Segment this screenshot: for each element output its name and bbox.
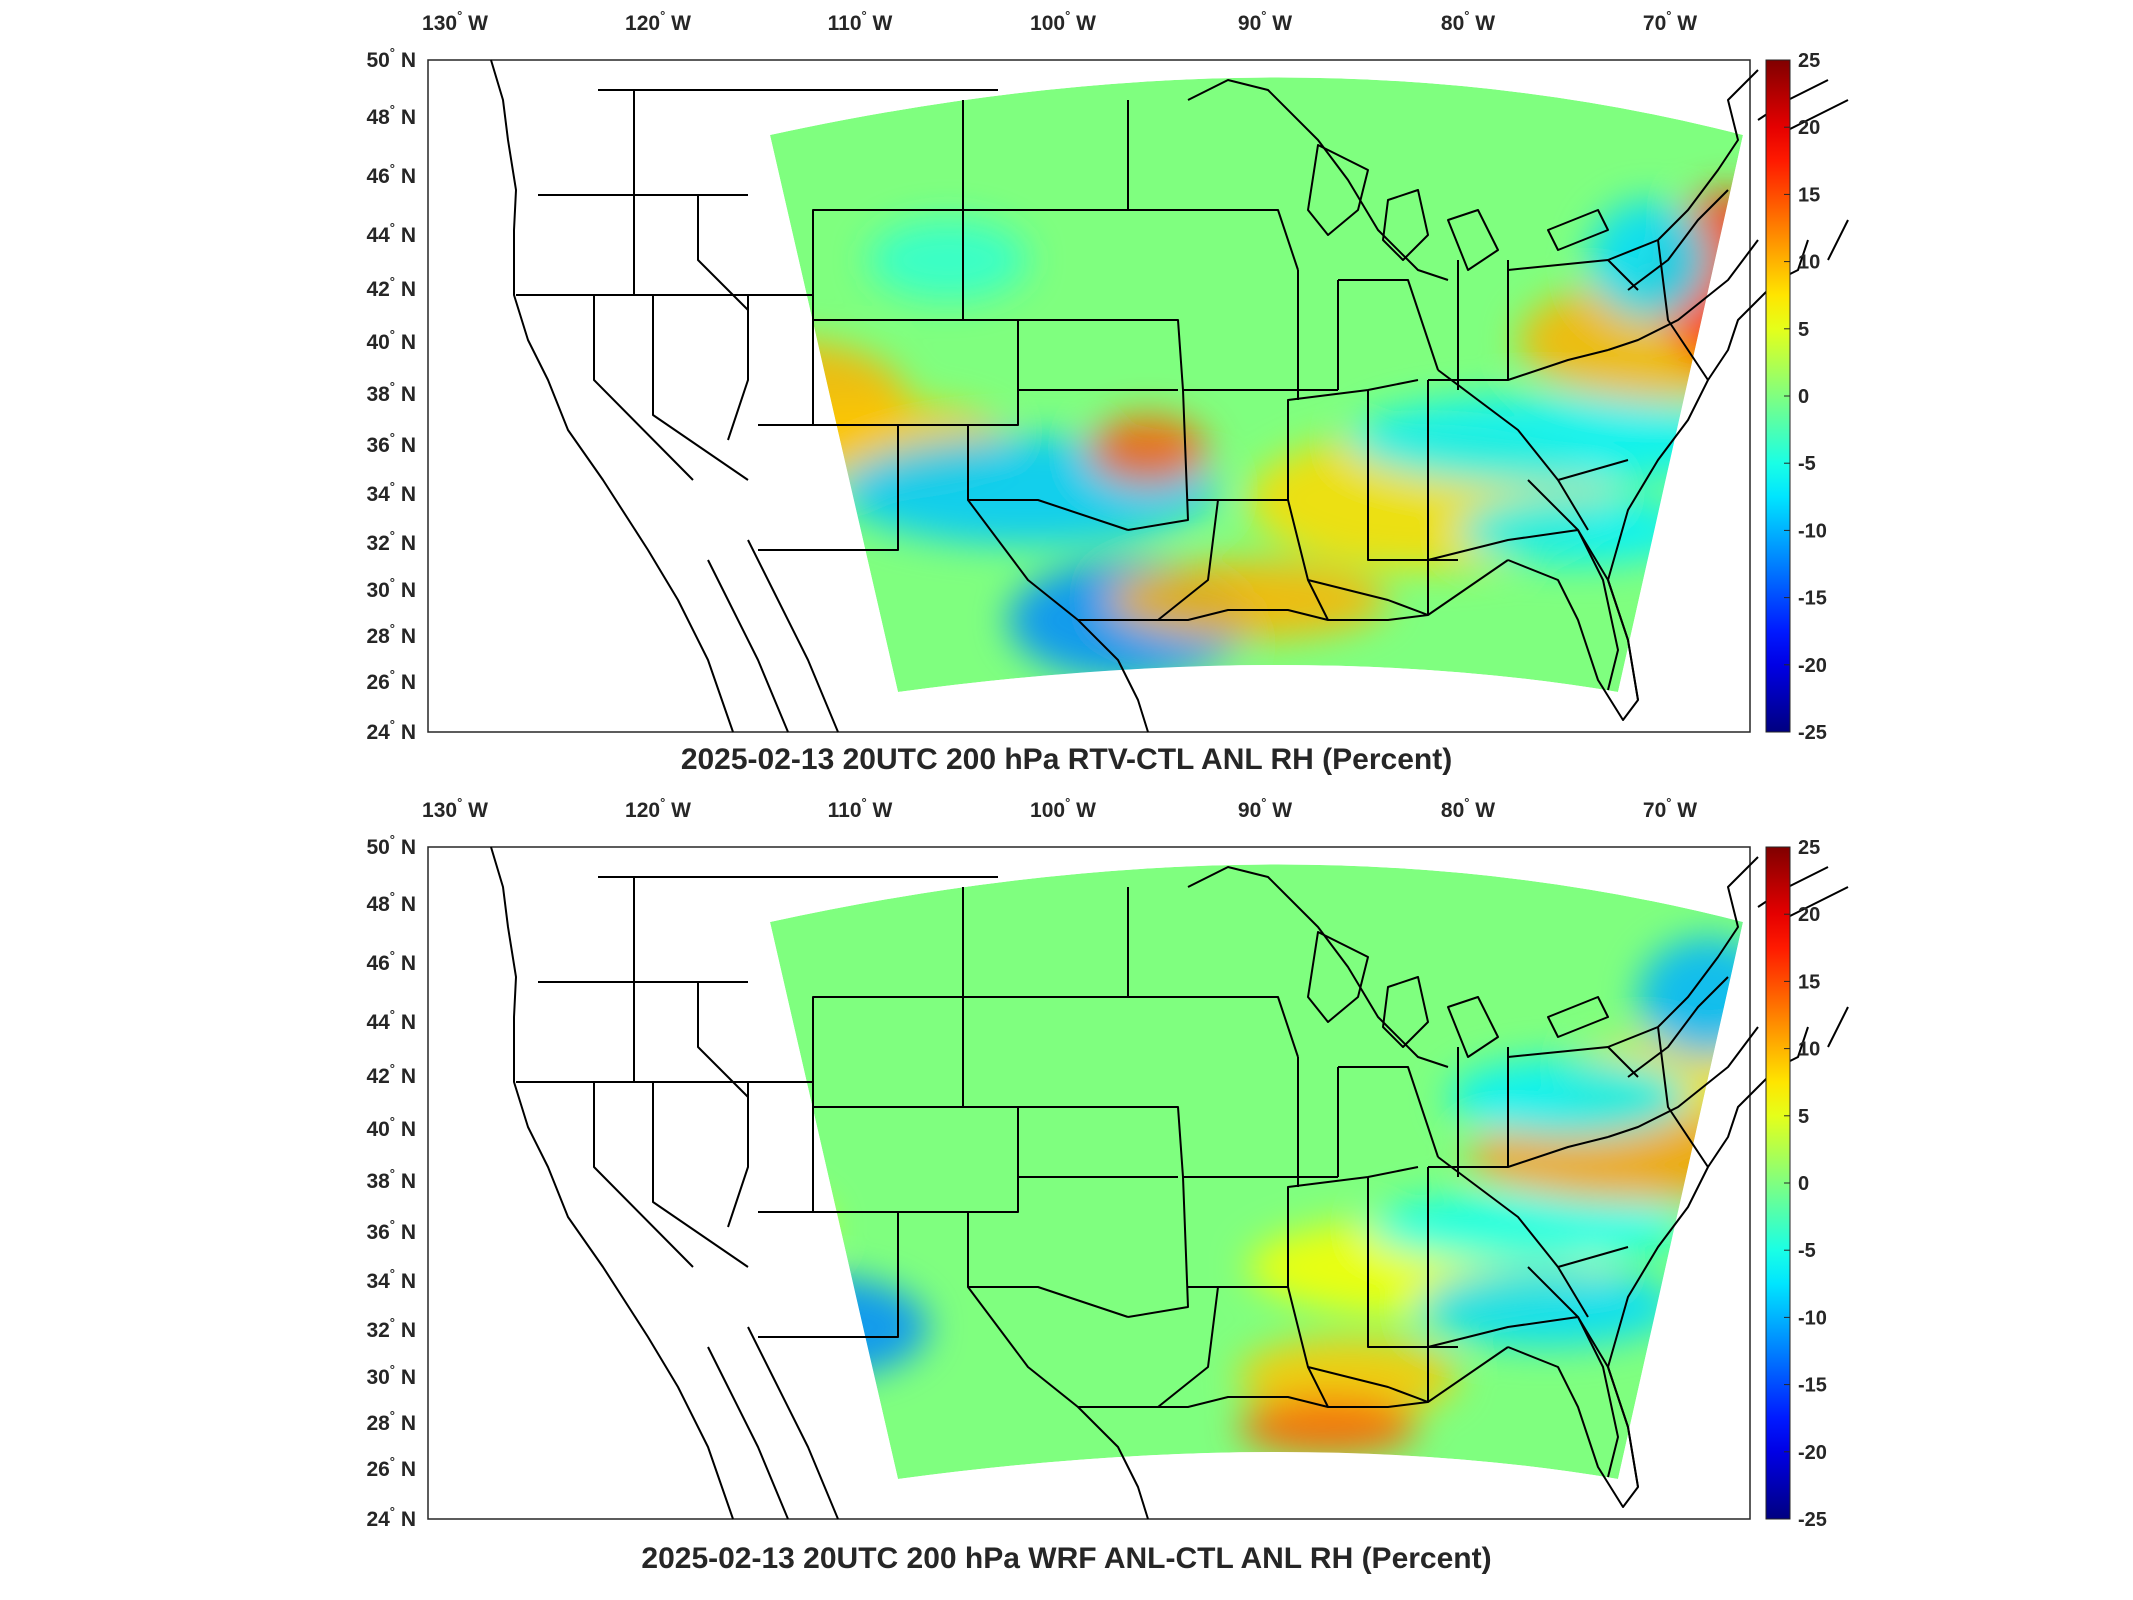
lat-label-30: 30° N [366, 575, 416, 602]
colorbar-tick-label: 10 [1798, 252, 1820, 274]
colorbar-tick-label: -25 [1798, 1509, 1827, 1531]
colorbar-tick-label: 20 [1798, 117, 1820, 139]
lon-label-90: 90° W [1238, 795, 1292, 822]
colorbar-tick-label: -5 [1798, 1240, 1816, 1262]
lat-label-28: 28° N [366, 621, 416, 648]
colorbar-tick-label: 25 [1798, 837, 1820, 859]
panel-title: 2025-02-13 20UTC 200 hPa WRF ANL-CTL ANL… [641, 1542, 1492, 1575]
lat-label-32: 32° N [366, 1315, 416, 1342]
lon-label-120: 120° W [625, 8, 691, 35]
lat-label-36: 36° N [366, 1217, 416, 1244]
lon-label-130: 130° W [422, 795, 488, 822]
lat-label-26: 26° N [366, 1454, 416, 1481]
lat-label-38: 38° N [366, 379, 416, 406]
lat-label-50: 50° N [366, 45, 416, 72]
map-figure-bottom: 130° W 120° W 110° W 100° W 90° W 80° W 70° W 5… [366, 795, 1849, 1531]
colorbar-tick-label: 15 [1798, 971, 1820, 993]
lon-label-80: 80° W [1441, 795, 1495, 822]
lat-label-40: 40° N [366, 1114, 416, 1141]
colorbar-tick-label: 0 [1798, 386, 1809, 408]
lat-label-44: 44° N [366, 1007, 416, 1034]
lat-label-38: 38° N [366, 1166, 416, 1193]
lon-label-80: 80° W [1441, 8, 1495, 35]
colorbar-tick-label: 25 [1798, 50, 1820, 72]
lat-label-48: 48° N [366, 102, 416, 129]
lat-label-30: 30° N [366, 1362, 416, 1389]
lon-label-90: 90° W [1238, 8, 1292, 35]
lat-label-44: 44° N [366, 220, 416, 247]
lon-label-130: 130° W [422, 8, 488, 35]
map-content [490, 59, 1849, 733]
colorbar-tick-label: 0 [1798, 1173, 1809, 1195]
lat-label-42: 42° N [366, 1061, 416, 1088]
lat-label-28: 28° N [366, 1408, 416, 1435]
lon-label-70: 70° W [1643, 795, 1697, 822]
lat-label-40: 40° N [366, 327, 416, 354]
colorbar-tick-label: -10 [1798, 520, 1827, 542]
lon-label-100: 100° W [1030, 8, 1096, 35]
colorbar-tick-label: -20 [1798, 1442, 1827, 1464]
panel-title: 2025-02-13 20UTC 200 hPa RTV-CTL ANL RH … [680, 743, 1453, 776]
colorbar-tick-label: 15 [1798, 184, 1820, 206]
state-boundaries [490, 846, 1849, 1520]
map-content [490, 846, 1849, 1520]
colorbar-tick-label: -25 [1798, 722, 1827, 744]
lon-label-120: 120° W [625, 795, 691, 822]
lat-label-32: 32° N [366, 528, 416, 555]
lat-label-34: 34° N [366, 1266, 416, 1293]
map-panel-bottom: 130° W 120° W 110° W 100° W 90° W 80° W 70° W 5… [0, 790, 2133, 1600]
colorbar [1765, 846, 1791, 1520]
colorbar-tick-label: 5 [1798, 319, 1809, 341]
map-figure-top: 130° W 120° W 110° W 100° W 90° W 80° W 70° W 5… [366, 8, 1849, 744]
lat-label-34: 34° N [366, 479, 416, 506]
colorbar-tick-label: 10 [1798, 1039, 1820, 1061]
lat-label-24: 24° N [366, 1504, 416, 1531]
lat-label-46: 46° N [366, 161, 416, 188]
lat-label-46: 46° N [366, 948, 416, 975]
colorbar-tick-label: -15 [1798, 1375, 1827, 1397]
colorbar-tick-label: -5 [1798, 453, 1816, 475]
colorbar-tick-label: -15 [1798, 588, 1827, 610]
colorbar-tick-label: 5 [1798, 1106, 1809, 1128]
lat-label-24: 24° N [366, 717, 416, 744]
lat-label-48: 48° N [366, 889, 416, 916]
colorbar-tick-label: -20 [1798, 655, 1827, 677]
lon-label-110: 110° W [828, 795, 893, 822]
colorbar-tick-label: 20 [1798, 904, 1820, 926]
lon-label-100: 100° W [1030, 795, 1096, 822]
colorbar-tick-label: -10 [1798, 1307, 1827, 1329]
lon-label-70: 70° W [1643, 8, 1697, 35]
lat-label-50: 50° N [366, 832, 416, 859]
lat-label-42: 42° N [366, 274, 416, 301]
lat-label-36: 36° N [366, 430, 416, 457]
map-panel-top: 130° W 120° W 110° W 100° W 90° W 80° W 70° W 5… [0, 0, 2133, 790]
lat-label-26: 26° N [366, 667, 416, 694]
lon-label-110: 110° W [828, 8, 893, 35]
